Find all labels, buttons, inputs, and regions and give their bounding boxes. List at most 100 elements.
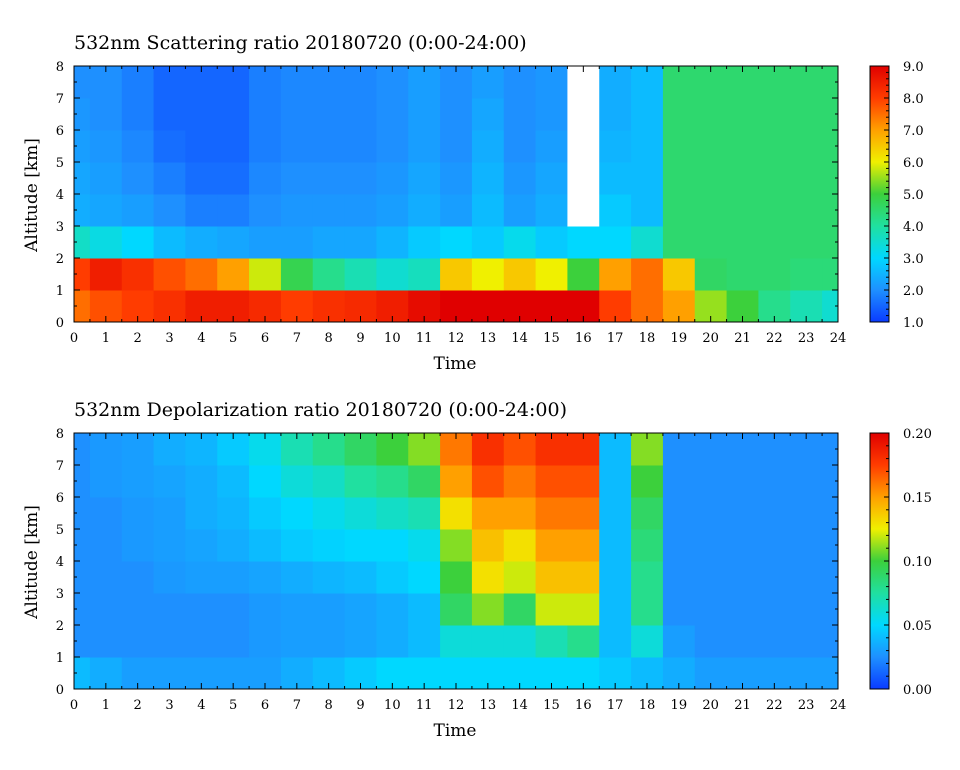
heatmap-cell (74, 657, 91, 690)
x-tick-label: 13 (480, 331, 497, 346)
heatmap-cell (631, 162, 664, 195)
heatmap-cell (217, 162, 250, 195)
heatmap-cell (631, 465, 664, 498)
heatmap-cell (790, 130, 823, 163)
heatmap-cell (503, 98, 537, 131)
heatmap-cell (89, 529, 123, 562)
heatmap-cell (822, 66, 839, 99)
heatmap-cell (503, 561, 537, 594)
y-axis-label: Altitude [km] (22, 505, 42, 620)
y-tick-label: 0 (56, 683, 64, 698)
heatmap-cell (758, 162, 791, 195)
heatmap-cell (89, 194, 123, 227)
heatmap-cell (567, 258, 600, 291)
heatmap-cell (153, 561, 186, 594)
heatmap-cell (599, 561, 632, 594)
heatmap-cell (376, 130, 409, 163)
heatmap-cell (185, 258, 218, 291)
heatmap-cell (790, 465, 823, 498)
heatmap-cell (631, 497, 664, 530)
x-tick-label: 10 (384, 698, 401, 713)
heatmap-cell (312, 98, 346, 131)
x-tick-label: 21 (734, 331, 751, 346)
x-tick-label: 4 (197, 698, 205, 713)
heatmap-cell (694, 561, 728, 594)
x-tick-label: 3 (165, 698, 173, 713)
heatmap-cell (249, 625, 282, 658)
heatmap-cell (121, 529, 155, 562)
colorbar-tick-label: 0.10 (903, 555, 932, 570)
heatmap-cell (74, 162, 91, 195)
y-tick-label: 2 (56, 619, 64, 634)
heatmap-cell (503, 130, 537, 163)
x-tick-label: 1 (102, 698, 110, 713)
heatmap-cell (376, 194, 409, 227)
heatmap-cell (599, 625, 632, 658)
heatmap-cell (694, 497, 728, 530)
x-tick-label: 22 (766, 331, 783, 346)
heatmap-cell (694, 130, 728, 163)
heatmap-cell (153, 529, 186, 562)
heatmap-cell (694, 194, 728, 227)
heatmap-cell (249, 98, 282, 131)
heatmap-cell (567, 162, 600, 195)
heatmap-cell (440, 625, 473, 658)
heatmap-cell (726, 561, 759, 594)
x-tick-label: 19 (671, 698, 688, 713)
x-tick-label: 7 (293, 698, 301, 713)
heatmap-plot-area (74, 66, 839, 323)
heatmap-cell (312, 258, 346, 291)
heatmap-cell (376, 465, 409, 498)
heatmap-cell (312, 465, 346, 498)
heatmap-cell (471, 561, 505, 594)
x-tick-label: 8 (325, 331, 333, 346)
heatmap-cell (726, 258, 759, 291)
heatmap-cell (185, 561, 218, 594)
x-tick-label: 14 (511, 331, 528, 346)
heatmap-cell (471, 497, 505, 530)
heatmap-cell (408, 497, 441, 530)
heatmap-cell (217, 465, 250, 498)
heatmap-cell (567, 625, 600, 658)
heatmap-cell (376, 162, 409, 195)
heatmap-cell (344, 226, 377, 259)
heatmap-cell (790, 593, 823, 626)
heatmap-cell (440, 162, 473, 195)
heatmap-cell (185, 497, 218, 530)
heatmap-cell (662, 258, 696, 291)
heatmap-cell (599, 529, 632, 562)
heatmap-cell (344, 98, 377, 131)
heatmap-cell (312, 497, 346, 530)
heatmap-cell (471, 98, 505, 131)
heatmap-cell (312, 194, 346, 227)
heatmap-cell (217, 130, 250, 163)
heatmap-cell (185, 529, 218, 562)
heatmap-cell (758, 497, 791, 530)
x-tick-label: 0 (70, 331, 78, 346)
x-tick-label: 24 (830, 331, 847, 346)
heatmap-cell (694, 162, 728, 195)
heatmap-cell (440, 194, 473, 227)
x-axis-label: Time (434, 721, 477, 741)
heatmap-cell (726, 529, 759, 562)
heatmap-cell (631, 226, 664, 259)
heatmap-cell (503, 625, 537, 658)
heatmap-cell (74, 529, 91, 562)
heatmap-cell (217, 561, 250, 594)
x-tick-label: 12 (448, 331, 465, 346)
heatmap-cell (694, 593, 728, 626)
x-tick-label: 5 (229, 331, 237, 346)
heatmap-cell (408, 561, 441, 594)
heatmap-cell (790, 625, 823, 658)
heatmap-cell (376, 98, 409, 131)
heatmap-cell (249, 593, 282, 626)
heatmap-cell (662, 162, 696, 195)
x-axis-label: Time (434, 354, 477, 374)
heatmap-plot-area (74, 433, 839, 690)
heatmap-cell (280, 162, 314, 195)
heatmap-cell (217, 625, 250, 658)
heatmap-cell (121, 258, 155, 291)
heatmap-cell (185, 162, 218, 195)
x-tick-label: 6 (261, 331, 269, 346)
heatmap-cell (344, 497, 377, 530)
